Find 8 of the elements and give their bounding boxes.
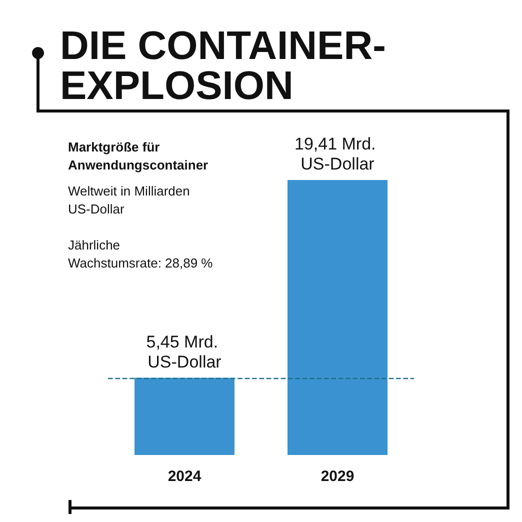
annotation: Weltweit in Milliarden US-Dollar — [68, 184, 194, 216]
x-tick-label: 2029 — [320, 468, 354, 485]
data-label: 5,45 Mrd. US-Dollar — [146, 332, 223, 372]
chart-title: DIE CONTAINER-EXPLOSION — [60, 24, 386, 108]
x-tick-label: 2024 — [168, 468, 202, 485]
data-label: 19,41 Mrd. US-Dollar — [294, 134, 380, 174]
annotation: Jährliche Wachstumsrate: 28,89 % — [68, 238, 214, 270]
chart-subtitle: Marktgröße für Anwendungscontainer — [68, 140, 208, 172]
